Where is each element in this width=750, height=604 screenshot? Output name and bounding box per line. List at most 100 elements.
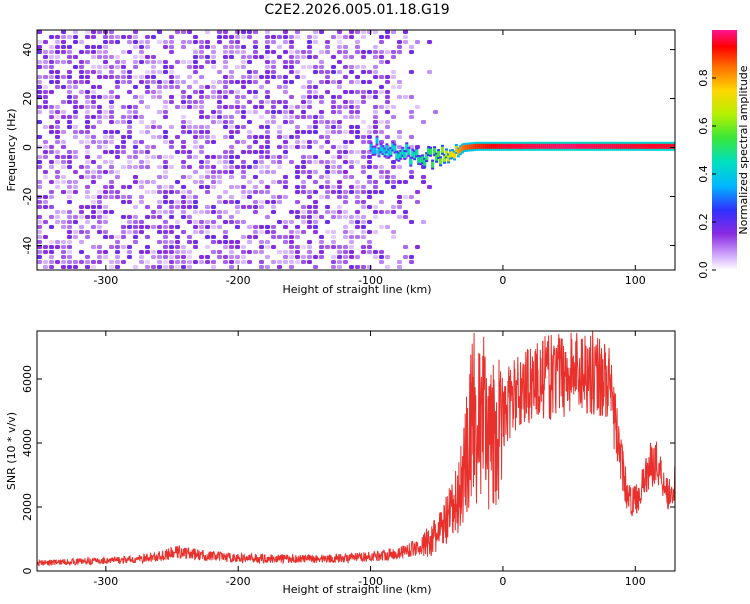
- noise-cell: [265, 145, 270, 149]
- noise-cell: [433, 110, 438, 114]
- noise-cell: [187, 220, 192, 224]
- noise-cell: [217, 105, 222, 109]
- noise-cell: [91, 35, 96, 39]
- tone-cell: [520, 143, 524, 149]
- noise-cell: [79, 75, 84, 79]
- noise-cell: [229, 115, 234, 119]
- noise-cell: [349, 185, 354, 189]
- noise-cell: [427, 40, 432, 44]
- noise-cell: [223, 135, 228, 139]
- noise-cell: [181, 215, 186, 219]
- noise-cell: [241, 75, 246, 79]
- noise-cell: [397, 260, 402, 264]
- noise-cell: [97, 140, 102, 144]
- noise-cell: [115, 120, 120, 124]
- noise-cell: [223, 35, 228, 39]
- noise-cell: [247, 260, 252, 264]
- noise-cell: [199, 65, 204, 69]
- noise-cell: [361, 235, 366, 239]
- noise-cell: [115, 95, 120, 99]
- tone-cell: [403, 151, 407, 158]
- noise-cell: [91, 205, 96, 209]
- noise-cell: [217, 180, 222, 184]
- noise-cell: [193, 210, 198, 214]
- tone-cell: [665, 143, 669, 149]
- noise-cell: [337, 80, 342, 84]
- tone-cell: [584, 143, 587, 149]
- noise-cell: [157, 225, 162, 229]
- noise-cell: [325, 120, 330, 124]
- noise-cell: [103, 95, 108, 99]
- tone-cell: [492, 143, 496, 149]
- noise-cell: [49, 160, 54, 164]
- noise-cell: [109, 135, 114, 139]
- noise-cell: [151, 255, 156, 259]
- noise-cell: [325, 135, 330, 139]
- noise-cell: [211, 250, 216, 254]
- tone-cell: [540, 143, 544, 149]
- noise-cell: [241, 205, 246, 209]
- tone-cell: [490, 143, 494, 149]
- tone-cell: [381, 147, 385, 154]
- noise-cell: [301, 170, 306, 174]
- noise-cell: [367, 180, 372, 184]
- noise-cell: [163, 185, 168, 189]
- noise-cell: [43, 145, 48, 149]
- noise-cell: [73, 55, 78, 59]
- noise-cell: [55, 125, 60, 129]
- tone-cell: [588, 143, 591, 149]
- noise-cell: [355, 80, 360, 84]
- noise-cell: [265, 245, 270, 249]
- noise-cell: [133, 150, 138, 154]
- noise-cell: [97, 50, 102, 54]
- tone-cell: [605, 143, 609, 149]
- noise-cell: [37, 235, 42, 239]
- tone-cell: [512, 143, 516, 149]
- noise-cell: [295, 210, 300, 214]
- noise-cell: [373, 215, 378, 219]
- noise-cell: [223, 210, 228, 214]
- noise-cell: [49, 75, 54, 79]
- noise-cell: [277, 200, 282, 204]
- noise-cell: [277, 180, 282, 184]
- noise-cell: [109, 35, 114, 39]
- noise-cell: [319, 215, 324, 219]
- noise-cell: [403, 35, 408, 39]
- noise-cell: [67, 215, 72, 219]
- noise-cell: [373, 90, 378, 94]
- noise-cell: [97, 170, 102, 174]
- noise-cell: [385, 105, 390, 109]
- noise-cell: [283, 75, 288, 79]
- noise-cell: [247, 55, 252, 59]
- noise-cell: [43, 220, 48, 224]
- tone-cell: [671, 143, 675, 149]
- noise-cell: [97, 110, 102, 114]
- noise-cell: [253, 105, 258, 109]
- noise-cell: [109, 195, 114, 199]
- noise-cell: [253, 55, 258, 59]
- noise-cell: [361, 230, 366, 234]
- noise-cell: [193, 100, 198, 104]
- noise-cell: [349, 215, 354, 219]
- noise-cell: [61, 180, 66, 184]
- noise-cell: [403, 210, 408, 214]
- noise-cell: [85, 90, 90, 94]
- noise-cell: [151, 135, 156, 139]
- noise-cell: [49, 60, 54, 64]
- noise-cell: [133, 85, 138, 89]
- noise-cell: [205, 130, 210, 134]
- noise-cell: [331, 215, 336, 219]
- noise-cell: [385, 135, 390, 139]
- noise-cell: [271, 200, 276, 204]
- noise-cell: [265, 230, 270, 234]
- noise-cell: [37, 145, 42, 149]
- noise-cell: [139, 40, 144, 44]
- noise-cell: [325, 160, 330, 164]
- tone-cell: [574, 143, 578, 149]
- noise-cell: [55, 160, 60, 164]
- noise-cell: [55, 210, 60, 214]
- noise-cell: [295, 235, 300, 239]
- noise-cell: [43, 150, 48, 154]
- noise-cell: [349, 35, 354, 39]
- noise-cell: [319, 115, 324, 119]
